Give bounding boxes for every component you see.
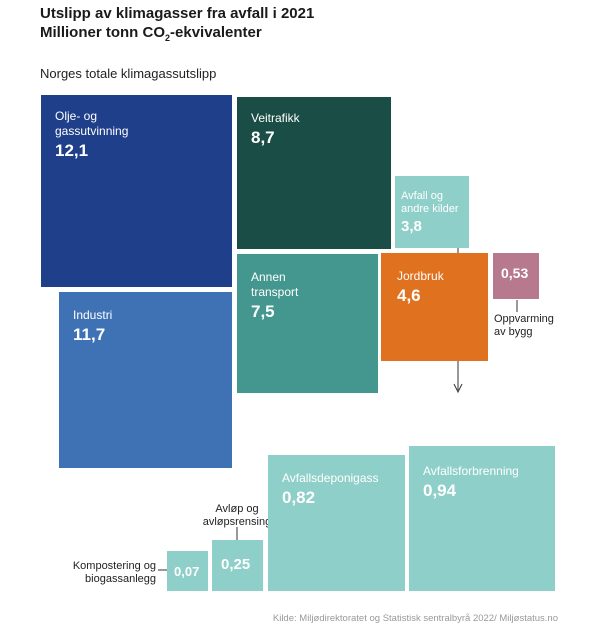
- box-value: 0,94: [423, 481, 457, 500]
- box-label: Annen transport: [251, 270, 299, 299]
- box-label: Industri: [73, 308, 113, 322]
- box-label: Olje- og gassutvinning: [55, 109, 129, 138]
- box-avfall: Avfall og andre kilder 3,8: [395, 176, 469, 248]
- box-label: Veitrafikk: [251, 111, 300, 125]
- label-kompostering: Kompostering og biogassanlegg: [72, 560, 156, 585]
- box-avlop: 0,25: [212, 540, 263, 591]
- box-value: 12,1: [55, 141, 89, 160]
- label-avlop: Avløp og avløpsrensing: [202, 503, 272, 528]
- box-value: 4,6: [397, 286, 421, 305]
- box-label: Avfallsforbrenning: [423, 464, 519, 478]
- box-value: 8,7: [251, 128, 275, 147]
- box-veitrafikk: Veitrafikk 8,7: [237, 97, 391, 249]
- title-line: Utslipp av klimagasser fra avfall i 2021: [40, 5, 315, 22]
- box-value: 11,7: [73, 325, 106, 344]
- box-forbrenning: Avfallsforbrenning 0,94: [409, 446, 555, 591]
- label-oppvarming: Oppvarming av bygg: [494, 313, 554, 338]
- box-olje: Olje- og gassutvinning 12,1: [41, 95, 232, 287]
- box-deponigass: Avfallsdeponigass 0,82: [268, 455, 405, 591]
- box-value: 0,53: [501, 265, 529, 281]
- chart-title: Utslipp av klimagasser fra avfall i 2021…: [40, 4, 314, 48]
- source-note: Kilde: Miljødirektoratet og Statistisk s…: [272, 613, 558, 624]
- box-value: 0,25: [221, 556, 251, 573]
- group-label: Norges totale klimagassutslipp: [40, 66, 217, 81]
- box-kompostering: 0,07: [167, 551, 208, 591]
- subtitle-line: Millioner tonn CO2-ekvivalenter: [40, 24, 262, 43]
- box-industri: Industri 11,7: [59, 292, 232, 468]
- box-label: Avfallsdeponigass: [282, 471, 379, 485]
- box-value: 0,07: [174, 564, 200, 579]
- box-jordbruk: Jordbruk 4,6: [381, 253, 488, 361]
- box-label: Avfall og andre kilder: [401, 190, 459, 215]
- box-oppvarming: 0,53: [493, 253, 539, 299]
- box-value: 0,82: [282, 488, 316, 507]
- box-label: Jordbruk: [397, 269, 444, 283]
- box-annen-transport: Annen transport 7,5: [237, 254, 378, 393]
- box-value: 3,8: [401, 218, 422, 235]
- box-value: 7,5: [251, 302, 275, 321]
